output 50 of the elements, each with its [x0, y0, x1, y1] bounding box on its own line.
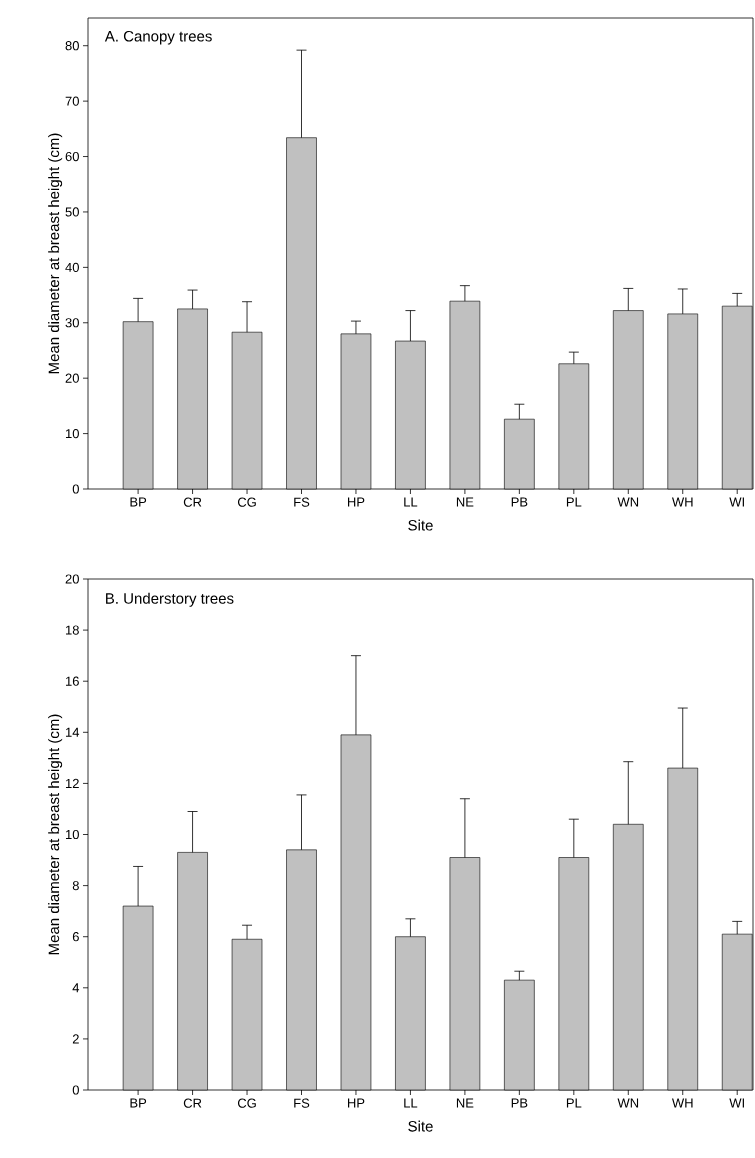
y-tick-label: 80 — [65, 41, 79, 51]
y-tick-label: 60 — [65, 151, 79, 162]
y-tick-label: 40 — [65, 262, 79, 272]
x-tick-label: NE — [456, 497, 474, 507]
y-axis-title: Mean diameter at breast height (cm) — [48, 714, 63, 955]
y-tick-label: 18 — [65, 625, 79, 635]
y-tick-label: 8 — [72, 881, 79, 891]
y-tick-label: 2 — [72, 1034, 79, 1044]
x-tick-label: WH — [671, 1098, 693, 1108]
x-axis-title: Site — [408, 519, 433, 531]
x-tick-label: BP — [130, 497, 147, 507]
x-axis-title: Site — [408, 1120, 433, 1132]
y-tick-label: 30 — [65, 318, 79, 328]
x-tick-label: NE — [456, 1098, 474, 1108]
x-tick-label: WH — [671, 497, 693, 507]
text: A. Canopy trees — [104, 30, 212, 45]
y-tick-label: 16 — [65, 676, 79, 686]
x-tick-label: LL — [404, 1098, 418, 1108]
y-axis-title: Mean diameter at breast height (cm) — [48, 133, 63, 374]
x-tick-label: PB — [511, 497, 528, 507]
y-tick-label: 20 — [65, 373, 79, 383]
y-tick-label: 20 — [65, 574, 79, 584]
x-tick-label: WN — [617, 1098, 639, 1108]
y-tick-label: 12 — [65, 778, 79, 788]
y-tick-label: 70 — [65, 96, 79, 106]
y-tick-label: 10 — [65, 428, 79, 439]
x-tick-label: PL — [566, 1098, 582, 1108]
x-tick-label: FS — [294, 1098, 310, 1108]
text: B. Understory trees — [106, 592, 234, 607]
x-tick-label: CG — [237, 497, 256, 507]
x-tick-label: WN — [617, 497, 639, 507]
y-tick-label: 10 — [65, 829, 79, 840]
y-tick-label: 0 — [72, 1085, 79, 1095]
x-tick-label: PL — [566, 497, 582, 507]
x-tick-label: CG — [237, 1098, 256, 1108]
x-tick-label: CR — [183, 497, 202, 507]
x-tick-label: FS — [294, 497, 310, 507]
y-tick-label: 14 — [65, 727, 80, 737]
x-tick-label: CR — [183, 1098, 202, 1108]
x-tick-label: WI — [729, 1098, 744, 1108]
x-tick-label: PB — [511, 1098, 528, 1108]
x-tick-label: WI — [729, 497, 744, 507]
y-tick-label: 0 — [72, 484, 79, 494]
x-tick-label: HP — [348, 1098, 365, 1108]
x-tick-label: BP — [130, 1098, 147, 1108]
y-tick-label: 4 — [72, 983, 80, 993]
x-tick-label: HP — [348, 497, 365, 507]
x-tick-label: LL — [404, 497, 418, 507]
y-tick-label: 50 — [65, 207, 79, 217]
y-tick-label: 6 — [72, 932, 79, 942]
